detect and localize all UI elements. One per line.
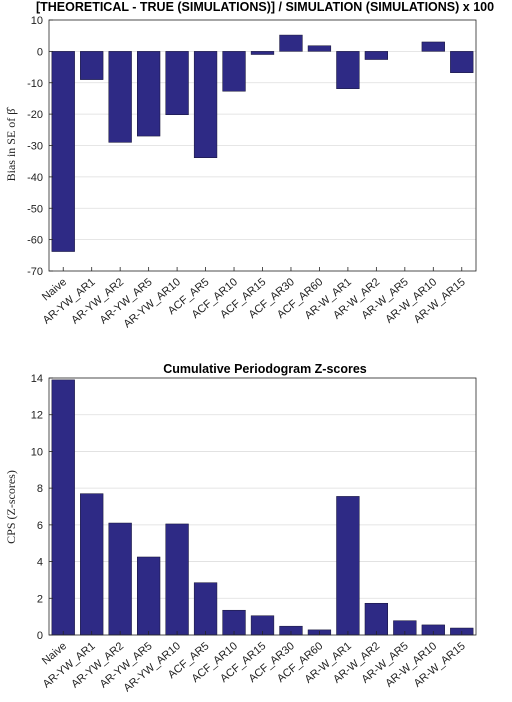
chart-bias-bar-ar-yw-ar10 [165,51,189,116]
chart-bias: [THEORETICAL - TRUE (SIMULATIONS)] / SIM… [4,0,494,330]
chart-bias-bar-acf-ar60 [307,45,332,52]
chart-cps: Cumulative Periodogram Z-scores 14 12 10 8 6… [4,362,477,694]
chart-cps-ytick-label: 14 [31,373,43,385]
chart-bias-bar-acf-ar5 [193,51,218,158]
chart-cps-ytick-label: 10 [31,446,43,458]
chart-cps-bar-ar-yw-ar1 [80,493,104,636]
chart-cps-bar-naive [51,379,75,636]
chart-cps-ytick-label: 12 [31,410,43,422]
chart-bias-ytick-label: -60 [27,235,43,247]
chart-bias-x-ticks: NaiveAR-YW_AR1AR-YW_AR2AR-YW_AR5AR-YW_AR… [40,267,468,330]
chart-bias-bar-ar-w-ar2 [364,51,389,60]
chart-cps-bar-ar-yw-ar10 [165,523,189,636]
chart-bias-y-ticks: 10 0 -10 -20 -30 -40 -50 -60 -70 [27,15,53,278]
chart-cps-x-ticks: NaiveAR-YW_AR1AR-YW_AR2AR-YW_AR5AR-YW_AR… [40,631,468,694]
chart-bias-bar-acf-ar15 [250,51,275,55]
chart-bias-ytick-label: -70 [27,266,43,278]
chart-bias-bar-acf-ar10 [222,51,246,92]
chart-cps-bar-ar-yw-ar2 [108,522,132,636]
chart-cps-ytick-label: 6 [37,520,43,532]
chart-cps-ytick-label: 0 [37,630,43,642]
chart-bias-ylabel: Bias in SE of β̂ [4,107,18,182]
chart-bias-ytick-label: -20 [27,109,43,121]
chart-bias-ytick-label: -50 [27,203,43,215]
chart-bias-bar-ar-w-ar15 [450,51,474,73]
chart-cps-bar-ar-yw-ar5 [136,556,161,636]
chart-cps-bar-ar-w-ar1 [336,496,360,636]
chart-cps-ytick-label: 8 [37,483,43,495]
chart-bias-bar-ar-yw-ar2 [108,51,132,143]
chart-cps-bars [51,379,474,636]
chart-bias-ytick-label: -10 [27,78,43,90]
chart-bias-bar-ar-yw-ar5 [136,51,161,137]
chart-bias-bars [51,34,474,252]
chart-bias-bar-acf-ar30 [279,34,303,52]
chart-cps-ylabel: CPS (Z-scores) [4,470,18,544]
chart-cps-title: Cumulative Periodogram Z-scores [163,362,367,376]
chart-cps-ytick-label: 2 [37,593,43,605]
chart-bias-ytick-label: 0 [37,46,43,58]
chart-bias-bar-ar-w-ar10 [421,41,445,52]
chart-cps-bar-ar-w-ar2 [364,602,389,636]
chart-bias-ytick-label: 10 [31,15,43,27]
chart-bias-bar-ar-w-ar1 [336,51,360,89]
chart-cps-ytick-label: 4 [37,557,43,569]
chart-bias-bar-ar-yw-ar1 [80,51,104,80]
chart-cps-y-ticks: 14 12 10 8 6 4 2 0 [31,373,53,642]
chart-bias-ytick-label: -30 [27,141,43,153]
chart-bias-bar-naive [51,51,75,252]
chart-bias-ytick-label: -40 [27,172,43,184]
chart-bias-title: [THEORETICAL - TRUE (SIMULATIONS)] / SIM… [36,0,494,14]
chart-cps-bar-acf-ar5 [193,582,218,636]
